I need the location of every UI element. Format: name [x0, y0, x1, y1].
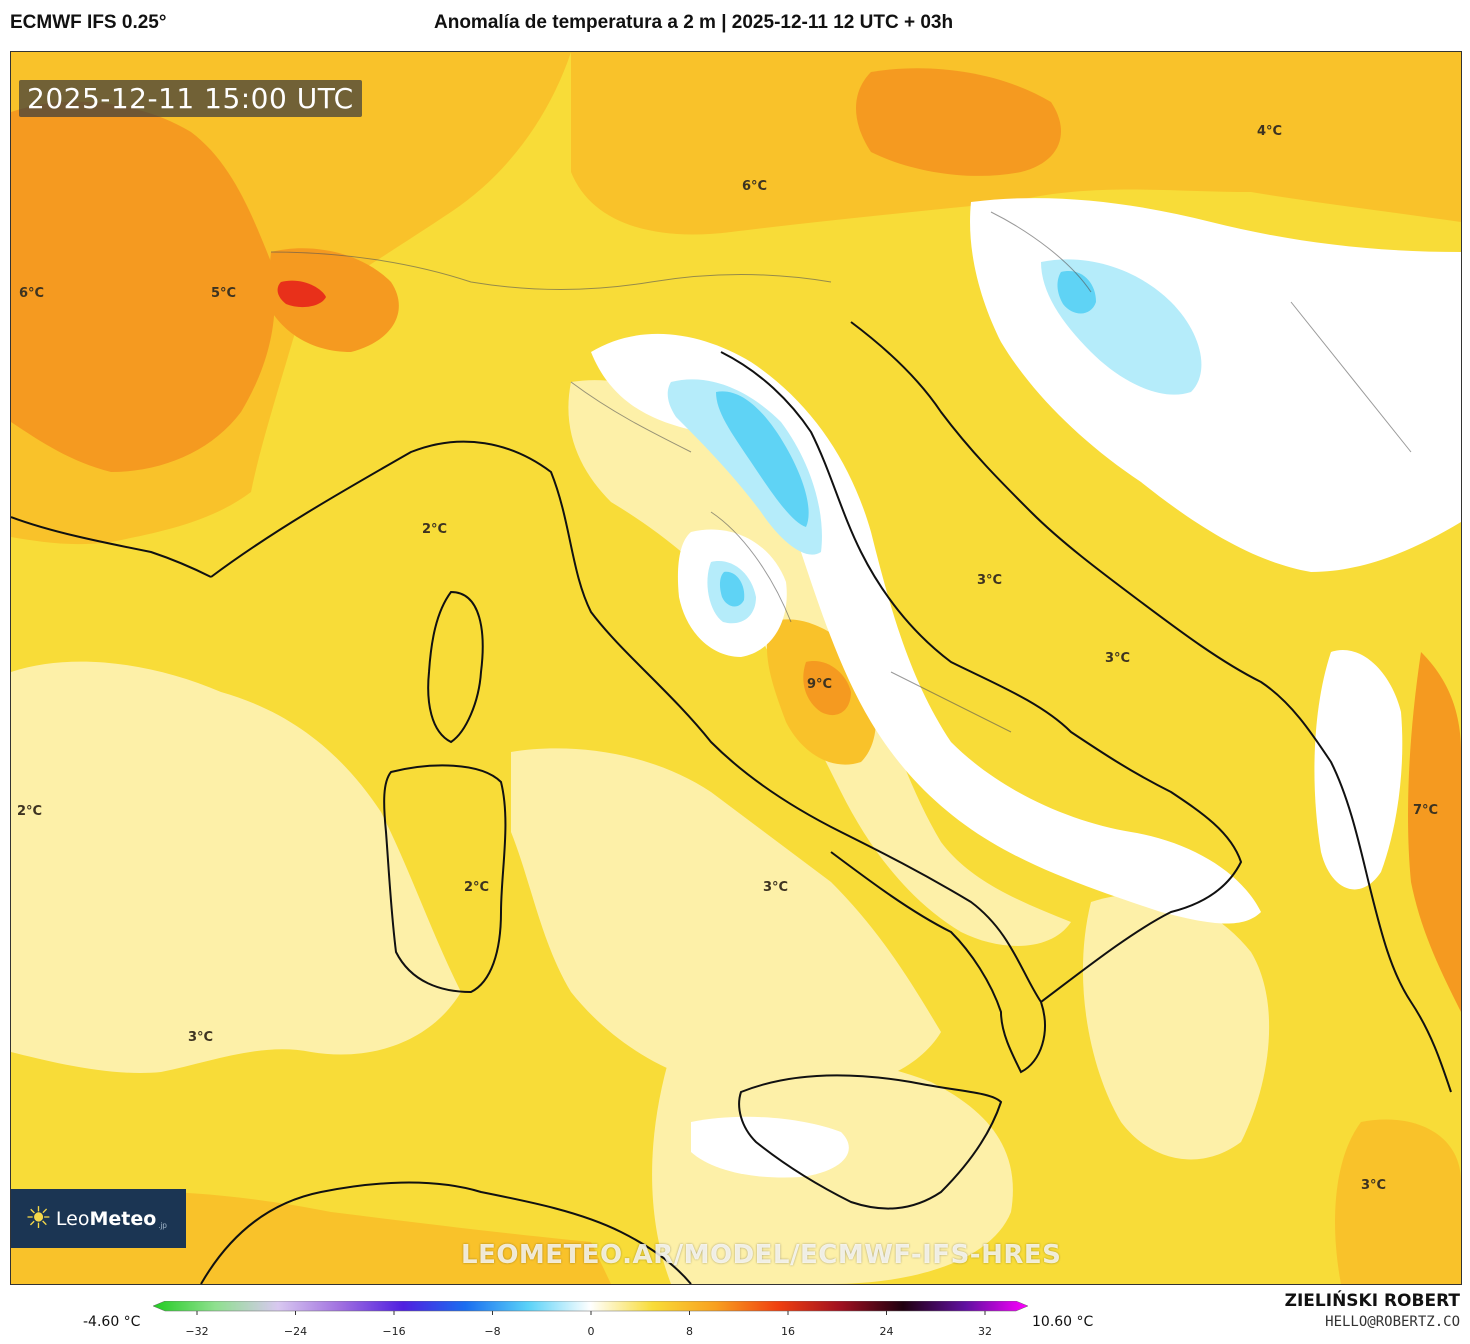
temp-label: 2°C	[17, 804, 43, 819]
coastline-corsica	[427, 590, 484, 744]
anomaly-zone-hot-apennine	[803, 661, 851, 716]
logo-text-bold: Meteo	[89, 1207, 157, 1230]
anomaly-zone-warm-greece	[1408, 652, 1461, 1012]
valid-time-badge: 2025-12-11 15:00 UTC	[19, 80, 362, 117]
temp-label: 5°C	[211, 286, 237, 301]
credit-author: ZIELIŃSKI ROBERT	[1284, 1291, 1460, 1311]
temp-label: 2°C	[422, 522, 448, 537]
temp-label: 7°C	[1413, 803, 1439, 818]
map-canvas	[11, 52, 1461, 1284]
colorbar-svg: −32 −24 −16 −8 0 8 16 24 32	[152, 1300, 1029, 1338]
anomaly-zone-warm-alps	[266, 248, 399, 352]
sun-icon: ☀	[25, 1201, 52, 1235]
colorbar-tick-label: 0	[588, 1325, 595, 1338]
anomaly-zone-light-ionian	[1082, 894, 1270, 1160]
colorbar-max-label: 10.60 °C	[1032, 1314, 1094, 1330]
anomaly-zone-neutral-adriatic	[591, 333, 1261, 924]
anomaly-zone-cold-adriatic	[667, 379, 822, 555]
colorbar-tick-label: 32	[978, 1325, 992, 1338]
temp-label: 6°C	[742, 179, 768, 194]
colorbar-min-label: -4.60 °C	[83, 1314, 141, 1330]
coastline-africa	[200, 1181, 692, 1284]
temperature-anomaly-map[interactable]: 2025-12-11 15:00 UTC 6°C 5°C 6°C 4°C 2°C…	[10, 51, 1462, 1285]
anomaly-zone-cold-adriatic-core	[716, 391, 809, 527]
coastline-sicily	[738, 1074, 1003, 1210]
anomaly-zone-neutral-albania	[1314, 650, 1403, 890]
watermark-url: LEOMETEO.AR/MODEL/ECMWF-IFS-HRES	[461, 1240, 1062, 1270]
colorbar: −32 −24 −16 −8 0 8 16 24 32	[152, 1300, 1029, 1339]
temp-label: 9°C	[807, 677, 833, 692]
anomaly-zone-cold-bosnia-core	[1057, 271, 1096, 314]
colorbar-tick-label: 16	[781, 1325, 795, 1338]
anomaly-zone-warm-core	[11, 101, 275, 472]
coastline-sardinia	[383, 764, 507, 994]
temp-label: 3°C	[188, 1030, 214, 1045]
coastline-italy-peninsula	[210, 351, 1243, 1074]
colorbar-tick-label: −16	[382, 1325, 405, 1338]
colorbar-tick-label: 8	[686, 1325, 693, 1338]
coastline-france	[11, 516, 212, 578]
colorbar-tick-label: −32	[185, 1325, 208, 1338]
colorbar-tick-label: −24	[284, 1325, 307, 1338]
credit-email[interactable]: HELLO@ROBERTZ.CO	[1325, 1314, 1460, 1330]
regional-borders	[270, 211, 1412, 733]
logo-text-light: Leo	[55, 1207, 90, 1230]
colorbar-tick-label: 24	[880, 1325, 894, 1338]
temp-label: 3°C	[1105, 651, 1131, 666]
anomaly-zone-hot-alps	[277, 280, 326, 308]
temp-label: 2°C	[464, 880, 490, 895]
coastline-balkans	[850, 321, 1452, 1093]
leometeo-logo[interactable]: ☀ Leo Meteo .jp	[11, 1189, 186, 1248]
temp-label: 3°C	[763, 880, 789, 895]
temp-label: 6°C	[19, 286, 45, 301]
model-title: ECMWF IFS 0.25°	[10, 12, 167, 33]
logo-text-suffix: .jp	[158, 1221, 167, 1230]
anomaly-zone-neutral-sicily-south	[691, 1116, 849, 1178]
colorbar-ramp	[152, 1300, 1029, 1312]
temp-label: 3°C	[1361, 1178, 1387, 1193]
colorbar-tick-label: −8	[484, 1325, 500, 1338]
temp-label: 4°C	[1257, 124, 1283, 139]
chart-title: Anomalía de temperatura a 2 m | 2025-12-…	[434, 12, 954, 33]
temp-label: 3°C	[977, 573, 1003, 588]
anomaly-zone-warm-austria	[856, 68, 1061, 176]
colorbar-ticks: −32 −24 −16 −8 0 8 16 24 32	[185, 1311, 992, 1338]
anomaly-zone-cold-tuscany-core	[719, 571, 745, 607]
anomaly-zone-warm-ionian-south	[1335, 1119, 1461, 1284]
coastlines	[11, 321, 1452, 1284]
anomaly-zone-light-west	[11, 661, 461, 1073]
anomaly-zone-light-central	[511, 748, 941, 1095]
